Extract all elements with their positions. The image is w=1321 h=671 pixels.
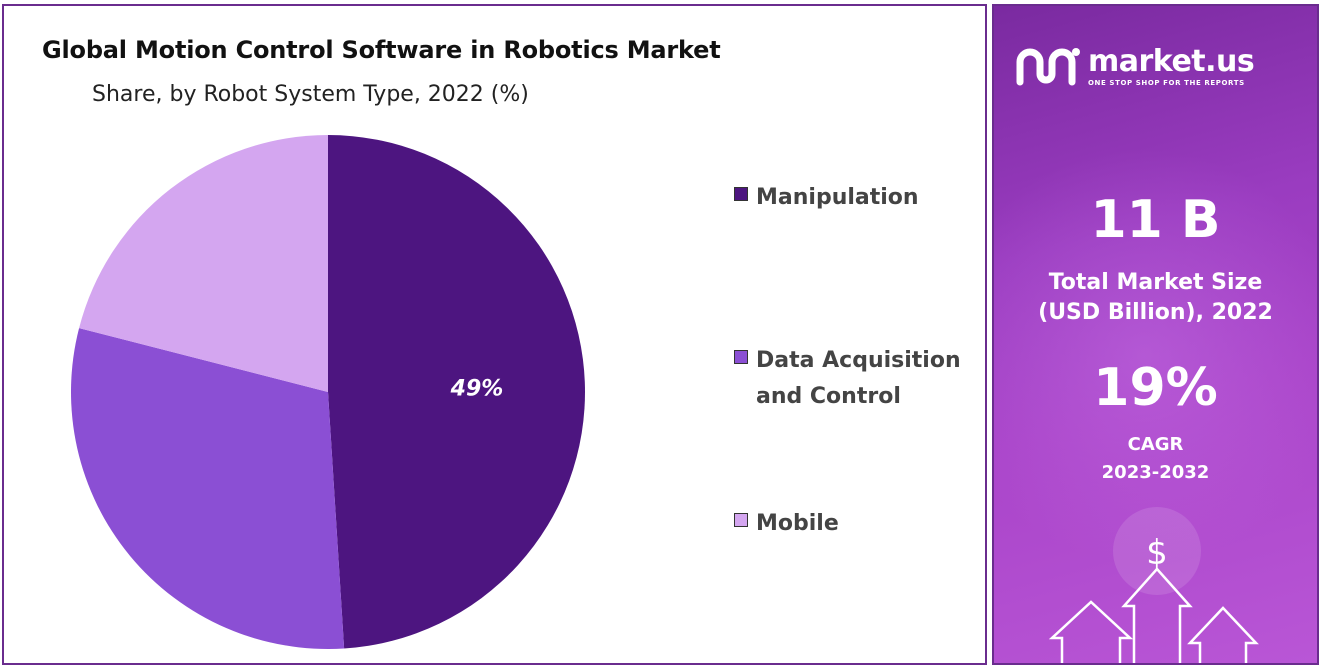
cagr-label: CAGR [1127,434,1184,455]
dollar-icon: $ [1146,533,1168,573]
chart-panel: Global Motion Control Software in Roboti… [2,4,987,665]
background-glow [994,146,1317,566]
chart-title: Global Motion Control Software in Roboti… [42,36,721,64]
legend-item-mobile: Mobile [734,506,986,542]
pie-data-label: 49% [450,376,504,401]
legend-item-data-acquisition: Data Acquisition and Control [734,343,986,415]
market-size-caption-line2: (USD Billion), 2022 [1038,300,1273,325]
growth-illustration: $ [1048,507,1259,663]
pie-chart: 49% [71,135,585,649]
info-panel: $ market.us ONE STOP SHOP FOR THE REPORT… [992,4,1319,665]
legend-item-manipulation: Manipulation [734,180,986,216]
coin-shape [1113,507,1201,595]
cagr-period: 2023-2032 [1101,462,1210,483]
pie-slice-manipulation [328,135,585,649]
up-arrows-icon [1048,567,1259,663]
market-us-logo-icon [1016,48,1080,86]
pie-slice-mobile [79,135,328,392]
pie-slice-data-acquisition-and-control [71,328,345,649]
legend-swatch [734,350,748,364]
legend-swatch [734,187,748,201]
market-size-value: 11 B [1090,190,1221,250]
legend-swatch [734,513,748,527]
chart-subtitle: Share, by Robot System Type, 2022 (%) [92,82,529,107]
legend-label: Mobile [756,511,839,536]
market-size-caption-line1: Total Market Size [1048,270,1263,295]
brand-logo: market.us ONE STOP SHOP FOR THE REPORTS [1014,43,1255,88]
cagr-value: 19% [1093,358,1218,418]
brand-tagline: ONE STOP SHOP FOR THE REPORTS [1088,78,1245,87]
legend-label: Data Acquisition and Control [756,348,961,409]
legend-label: Manipulation [756,185,919,210]
brand-name: market.us [1088,43,1255,79]
